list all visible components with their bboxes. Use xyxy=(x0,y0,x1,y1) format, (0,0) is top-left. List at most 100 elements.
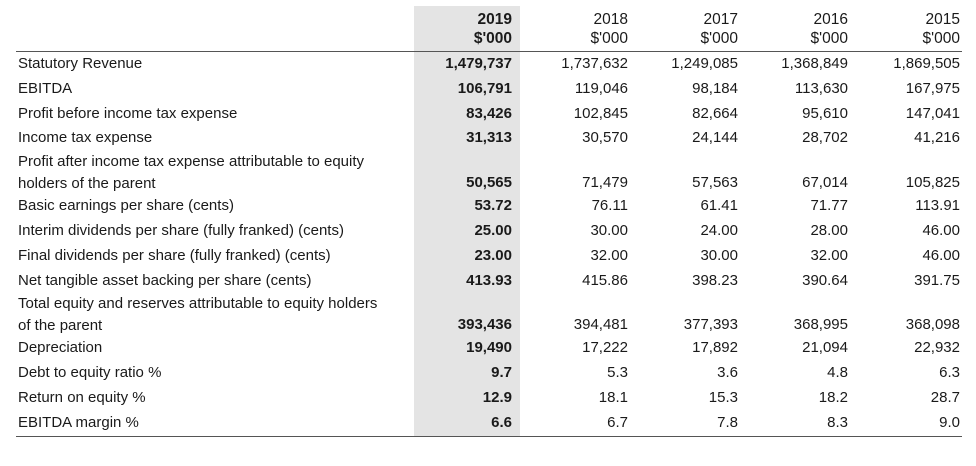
value-2015: 147,041 xyxy=(905,104,960,122)
value-2018: 5.3 xyxy=(607,364,628,382)
value-2015: 167,975 xyxy=(905,79,960,97)
value-2018: 30.00 xyxy=(590,221,628,239)
table-row: Debt to equity ratio % 9.7 5.3 3.6 4.8 6… xyxy=(16,361,962,386)
header-year-2016: 2016 xyxy=(813,11,848,28)
value-2017: 15.3 xyxy=(708,388,738,406)
header-year-2017: 2017 xyxy=(703,11,738,28)
value-2018: 415.86 xyxy=(582,271,628,289)
header-unit-2019: $'000 xyxy=(414,29,520,52)
value-2016: 8.3 xyxy=(740,410,850,437)
value-2017: 24,144 xyxy=(692,129,738,147)
row-label-line: holders of the parent xyxy=(18,174,156,192)
table-row: Statutory Revenue 1,479,737 1,737,632 1,… xyxy=(16,51,962,77)
value-2019: 83,426 xyxy=(414,101,520,127)
value-2019: 6.6 xyxy=(414,410,520,437)
table-header: 2019 2018 2017 2016 2015 $'000 $'000 $'0… xyxy=(16,6,962,52)
row-label: Profit after income tax expense attribut… xyxy=(16,151,414,194)
value-2015: 368,098 xyxy=(905,315,960,333)
table-row: Profit before income tax expense 83,426 … xyxy=(16,101,962,127)
value-2015: 113.91 xyxy=(915,197,960,215)
value-2016: 390.64 xyxy=(802,271,848,289)
value-2018: 32.00 xyxy=(590,246,628,264)
value-2019: 23.00 xyxy=(414,243,520,269)
value-2017: 1,249,085 xyxy=(671,55,738,72)
value-2015: 6.3 xyxy=(939,364,960,382)
row-label: Income tax expense xyxy=(18,129,153,147)
table-row: Return on equity % 12.9 18.1 15.3 18.2 2… xyxy=(16,385,962,411)
row-label: EBITDA xyxy=(18,79,73,97)
value-2017: 30.00 xyxy=(700,246,738,264)
value-2017: 82,664 xyxy=(692,104,738,122)
row-label-line: Total equity and reserves attributable t… xyxy=(18,295,378,313)
header-year-2015: 2015 xyxy=(925,11,960,28)
header-label-cell xyxy=(16,29,414,52)
row-label: Final dividends per share (fully franked… xyxy=(18,246,331,264)
value-2015: 46.00 xyxy=(922,221,960,239)
value-2017: 17,892 xyxy=(692,339,738,357)
header-unit-2017: $'000 xyxy=(630,29,740,52)
value-2019: 31,313 xyxy=(414,126,520,152)
value-2016: 368,995 xyxy=(793,315,848,333)
row-label: Depreciation xyxy=(18,339,103,357)
header-unit-2018: $'000 xyxy=(520,29,630,52)
header-label-cell xyxy=(16,6,414,29)
value-2018: 17,222 xyxy=(582,339,628,357)
value-2016: 1,368,849 xyxy=(781,55,848,72)
value-2016: 113,630 xyxy=(794,79,848,97)
table-row: Basic earnings per share (cents) 53.72 7… xyxy=(16,194,962,219)
header-unit-row: $'000 $'000 $'000 $'000 $'000 xyxy=(16,29,962,52)
value-2015: 391.75 xyxy=(914,271,960,289)
value-2017: 98,184 xyxy=(692,79,738,97)
value-2017: 57,563 xyxy=(692,173,738,191)
row-label: Total equity and reserves attributable t… xyxy=(16,293,414,336)
table-row: Income tax expense 31,313 30,570 24,144 … xyxy=(16,126,962,152)
value-2019: 25.00 xyxy=(414,218,520,244)
value-2018: 76.11 xyxy=(591,197,628,215)
row-label: EBITDA margin % xyxy=(16,410,414,437)
header-unit-2016: $'000 xyxy=(740,29,850,52)
value-2016: 71.77 xyxy=(810,197,848,215)
row-label-line: of the parent xyxy=(18,316,103,334)
value-2017: 3.6 xyxy=(717,364,738,382)
value-2018: 119,046 xyxy=(574,79,628,97)
five-year-summary-table: 2019 2018 2017 2016 2015 $'000 $'000 $'0… xyxy=(16,6,962,437)
value-2019: 50,565 xyxy=(414,151,520,195)
value-2015: 105,825 xyxy=(905,173,960,191)
value-2018: 1,737,632 xyxy=(561,55,628,72)
value-2018: 71,479 xyxy=(582,173,628,191)
value-2019: 393,436 xyxy=(414,293,520,337)
value-2016: 95,610 xyxy=(802,104,848,122)
table-row: Profit after income tax expense attribut… xyxy=(16,151,962,195)
table-row: EBITDA margin % 6.6 6.7 7.8 8.3 9.0 xyxy=(16,410,962,437)
header-year-2018: 2018 xyxy=(593,11,628,28)
value-2015: 1,869,505 xyxy=(893,55,960,72)
value-2018: 18.1 xyxy=(598,388,628,406)
header-year-2019: 2019 xyxy=(414,6,520,29)
table-row: EBITDA 106,791 119,046 98,184 113,630 16… xyxy=(16,76,962,102)
financial-summary: 2019 2018 2017 2016 2015 $'000 $'000 $'0… xyxy=(16,6,962,437)
value-2019: 53.72 xyxy=(414,194,520,219)
row-label: Debt to equity ratio % xyxy=(18,364,162,382)
value-2018: 6.7 xyxy=(520,410,630,437)
row-label: Return on equity % xyxy=(18,388,146,406)
table-body: Statutory Revenue 1,479,737 1,737,632 1,… xyxy=(16,51,962,437)
table-row: Final dividends per share (fully franked… xyxy=(16,243,962,269)
header-unit-2015: $'000 xyxy=(850,29,962,52)
row-label: Basic earnings per share (cents) xyxy=(18,197,234,215)
value-2017: 7.8 xyxy=(630,410,740,437)
header-year-row: 2019 2018 2017 2016 2015 xyxy=(16,6,962,29)
row-label: Interim dividends per share (fully frank… xyxy=(18,221,344,239)
value-2018: 394,481 xyxy=(573,315,628,333)
value-2017: 61.41 xyxy=(700,197,738,215)
value-2017: 377,393 xyxy=(683,315,738,333)
row-label: Profit before income tax expense xyxy=(18,104,238,122)
table-row: Net tangible asset backing per share (ce… xyxy=(16,268,962,294)
value-2016: 18.2 xyxy=(818,388,848,406)
value-2016: 4.8 xyxy=(827,364,848,382)
value-2019: 413.93 xyxy=(414,268,520,294)
value-2016: 28,702 xyxy=(802,129,848,147)
value-2015: 41,216 xyxy=(914,129,960,147)
row-label: Net tangible asset backing per share (ce… xyxy=(18,271,312,289)
table-row: Interim dividends per share (fully frank… xyxy=(16,218,962,244)
value-2018: 102,845 xyxy=(573,104,628,122)
